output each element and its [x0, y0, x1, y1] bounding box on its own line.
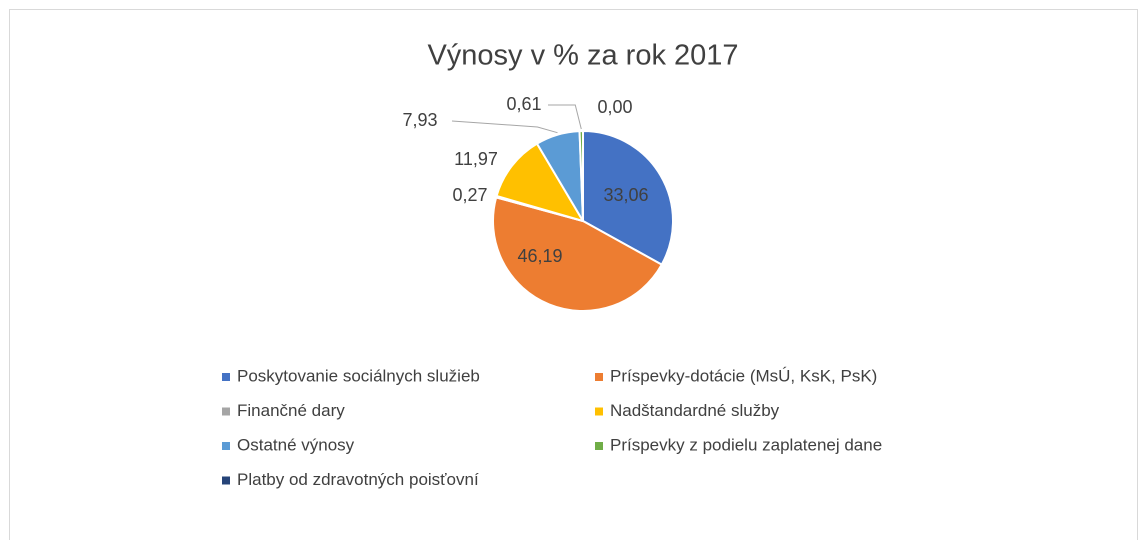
legend-swatch	[222, 373, 230, 381]
legend-label: Platby od zdravotných poisťovní	[237, 470, 479, 489]
data-label: 0,27	[452, 185, 487, 205]
data-label: 11,97	[454, 149, 498, 169]
legend-swatch	[595, 442, 603, 450]
legend-swatch	[595, 373, 603, 381]
chart-title: Výnosy v % za rok 2017	[427, 40, 738, 72]
leader-line	[451, 120, 558, 134]
data-label: 0,00	[597, 97, 632, 117]
leader-line	[548, 104, 582, 130]
legend-swatch	[595, 407, 603, 416]
legend-swatch	[222, 476, 230, 485]
legend-swatch	[222, 407, 230, 416]
data-label: 33,06	[603, 185, 648, 205]
pie-slice	[492, 196, 664, 312]
pie-slice	[582, 129, 674, 266]
legend-label: Nadštandardné služby	[610, 401, 780, 420]
legend-label: Príspevky z podielu zaplatenej dane	[610, 435, 882, 454]
data-label: 46,19	[517, 246, 562, 266]
data-label: 0,61	[506, 94, 541, 114]
legend-label: Poskytovanie sociálnych služieb	[237, 366, 480, 385]
legend-label: Ostatné výnosy	[237, 435, 355, 454]
legend-label: Príspevky-dotácie (MsÚ, KsK, PsK)	[610, 366, 877, 385]
pie-slice	[495, 142, 586, 223]
legend-swatch	[222, 442, 230, 450]
data-label: 7,93	[402, 110, 437, 130]
legend-label: Finančné dary	[237, 401, 345, 420]
